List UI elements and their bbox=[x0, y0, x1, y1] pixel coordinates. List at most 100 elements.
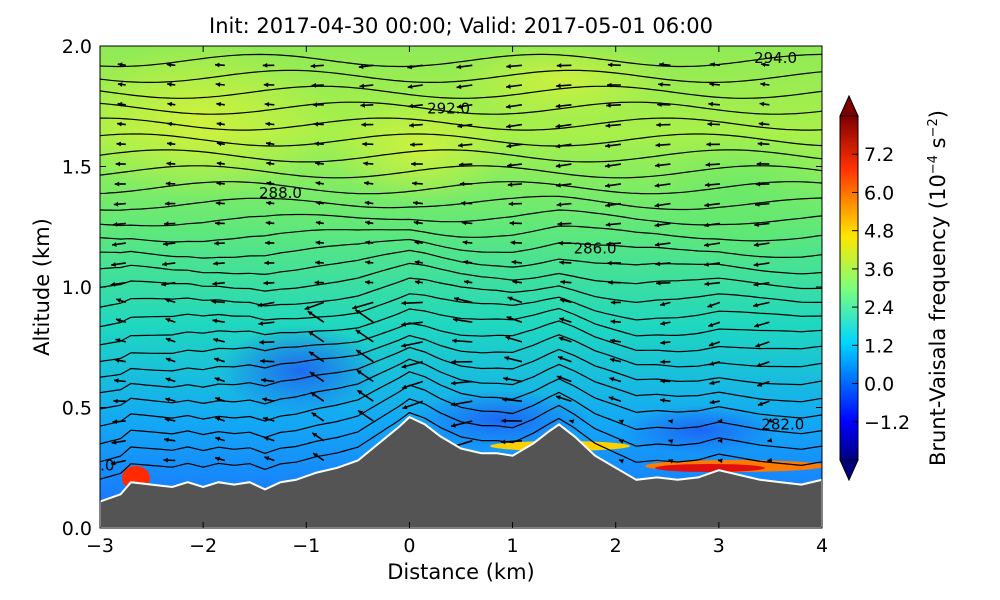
wind-vector-head bbox=[503, 376, 508, 382]
wind-vector-head bbox=[753, 262, 759, 267]
wind-vector-head bbox=[352, 305, 358, 310]
x-tick-label: 3 bbox=[713, 535, 725, 557]
yellow-region-center bbox=[330, 95, 510, 205]
terrain bbox=[100, 415, 822, 528]
wind-vector-head bbox=[312, 432, 318, 438]
wind-vector-head bbox=[606, 102, 611, 108]
wind-vector-head bbox=[756, 161, 762, 167]
wind-vector-head bbox=[315, 161, 320, 166]
wind-vector-head bbox=[313, 121, 319, 127]
wind-vector-head bbox=[654, 222, 660, 228]
contour-line bbox=[100, 225, 822, 243]
wind-vector-head bbox=[511, 259, 517, 265]
wind-vector-head bbox=[264, 456, 270, 461]
wind-vector-head bbox=[619, 459, 624, 464]
wind-vector-head bbox=[717, 438, 723, 444]
colorbar-tick-label: −1.2 bbox=[864, 412, 910, 434]
wind-vector-head bbox=[668, 459, 674, 464]
wind-vector-head bbox=[654, 242, 660, 247]
wind-vector-head bbox=[457, 123, 463, 129]
wind-vector-head bbox=[266, 200, 271, 206]
wind-vector-head bbox=[658, 82, 663, 87]
contour-line bbox=[100, 101, 822, 115]
wind-vector-head bbox=[212, 318, 218, 324]
wind-vector-head bbox=[655, 261, 660, 267]
wind-vector-head bbox=[506, 63, 511, 69]
wind-vector-head bbox=[456, 84, 462, 90]
colorbar-tick-label: 3.6 bbox=[864, 259, 894, 281]
wind-vector-head bbox=[365, 260, 370, 265]
y-tick-label: 1.0 bbox=[62, 277, 92, 299]
wind-vector-head bbox=[512, 279, 518, 285]
chart-title: Init: 2017-04-30 00:00; Valid: 2017-05-0… bbox=[209, 14, 713, 38]
colorbar-tick-label: 4.8 bbox=[864, 221, 894, 243]
wind-vector-head bbox=[709, 380, 715, 386]
blue-region-left bbox=[220, 325, 380, 415]
wind-vector-head bbox=[414, 240, 420, 245]
wind-vector-head bbox=[167, 121, 172, 127]
wind-vector-head bbox=[117, 121, 122, 127]
wind-vector-head bbox=[506, 143, 512, 149]
wind-vector-head bbox=[458, 162, 464, 167]
wind-vector-head bbox=[315, 260, 320, 265]
wind-vector-head bbox=[556, 83, 561, 89]
wind-vector-head bbox=[164, 417, 170, 423]
wind-vector-head bbox=[704, 281, 710, 287]
wind-vector-head bbox=[114, 358, 120, 363]
wind-vector-head bbox=[407, 64, 412, 70]
wind-vector-head bbox=[709, 399, 715, 405]
wind-vector-head bbox=[451, 422, 456, 428]
wind-vector-head bbox=[753, 242, 759, 248]
wind-vector-head bbox=[610, 319, 616, 325]
wind-vector-head bbox=[556, 375, 562, 381]
wind-vector-head bbox=[608, 280, 613, 285]
wind-vector-head bbox=[508, 201, 514, 207]
x-tick-label: 4 bbox=[816, 535, 828, 557]
wind-vector-head bbox=[708, 322, 714, 328]
x-tick-label: −3 bbox=[86, 535, 114, 557]
wind-vector-head bbox=[165, 377, 171, 382]
wind-vector-head bbox=[361, 122, 366, 127]
wind-vector-head bbox=[115, 161, 121, 167]
wind-vector-head bbox=[458, 142, 463, 148]
wind-vector-head bbox=[263, 436, 269, 441]
wind-vector-head bbox=[504, 356, 510, 361]
wind-vector-head bbox=[559, 260, 564, 265]
contour-line bbox=[100, 307, 822, 346]
wind-vector-head bbox=[357, 390, 363, 395]
wind-vector-head bbox=[414, 260, 420, 265]
wind-vector-head bbox=[609, 377, 615, 382]
wind-vector-head bbox=[266, 181, 272, 186]
colorbar-tick-label: 0.0 bbox=[864, 374, 894, 396]
green-region-right bbox=[650, 130, 822, 270]
wind-vector-head bbox=[362, 141, 367, 147]
wind-vector-head bbox=[312, 102, 317, 108]
wind-vector-head bbox=[166, 62, 172, 68]
wind-vector-head bbox=[760, 82, 766, 87]
wind-vector-head bbox=[358, 410, 363, 415]
wind-vector-head bbox=[110, 460, 116, 466]
wind-vector-head bbox=[753, 302, 758, 308]
colorbar-tick-label: 7.2 bbox=[864, 144, 894, 166]
wind-vector-head bbox=[112, 242, 117, 247]
wind-vector-head bbox=[559, 298, 565, 303]
wind-vector-head bbox=[213, 261, 218, 266]
x-tick-label: 1 bbox=[507, 535, 519, 557]
wind-vector-head bbox=[167, 141, 172, 147]
wind-vector-head bbox=[660, 340, 665, 345]
wind-vector-head bbox=[215, 397, 221, 402]
wind-vector-head bbox=[401, 300, 406, 306]
wind-vector-head bbox=[459, 181, 465, 187]
wind-vector-head bbox=[454, 296, 459, 302]
wind-vector-head bbox=[500, 439, 506, 445]
wind-vector-head bbox=[117, 82, 123, 87]
wind-vector-head bbox=[116, 318, 121, 323]
wind-vector-head bbox=[113, 398, 118, 404]
wind-vector-head bbox=[216, 101, 221, 107]
wind-vector-head bbox=[401, 343, 407, 348]
wind-vector-head bbox=[356, 350, 362, 355]
wind-vector-head bbox=[413, 220, 419, 226]
wind-vector-head bbox=[451, 380, 456, 386]
wind-vector-head bbox=[356, 370, 362, 375]
wind-vector-head bbox=[408, 103, 414, 109]
